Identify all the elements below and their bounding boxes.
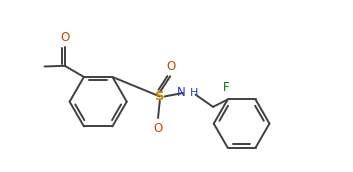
Text: S: S (155, 90, 164, 103)
Text: O: O (166, 61, 175, 73)
Text: H: H (189, 88, 198, 98)
Text: N: N (176, 87, 185, 99)
Text: F: F (223, 81, 229, 94)
Text: O: O (60, 31, 70, 44)
Text: O: O (154, 121, 163, 135)
